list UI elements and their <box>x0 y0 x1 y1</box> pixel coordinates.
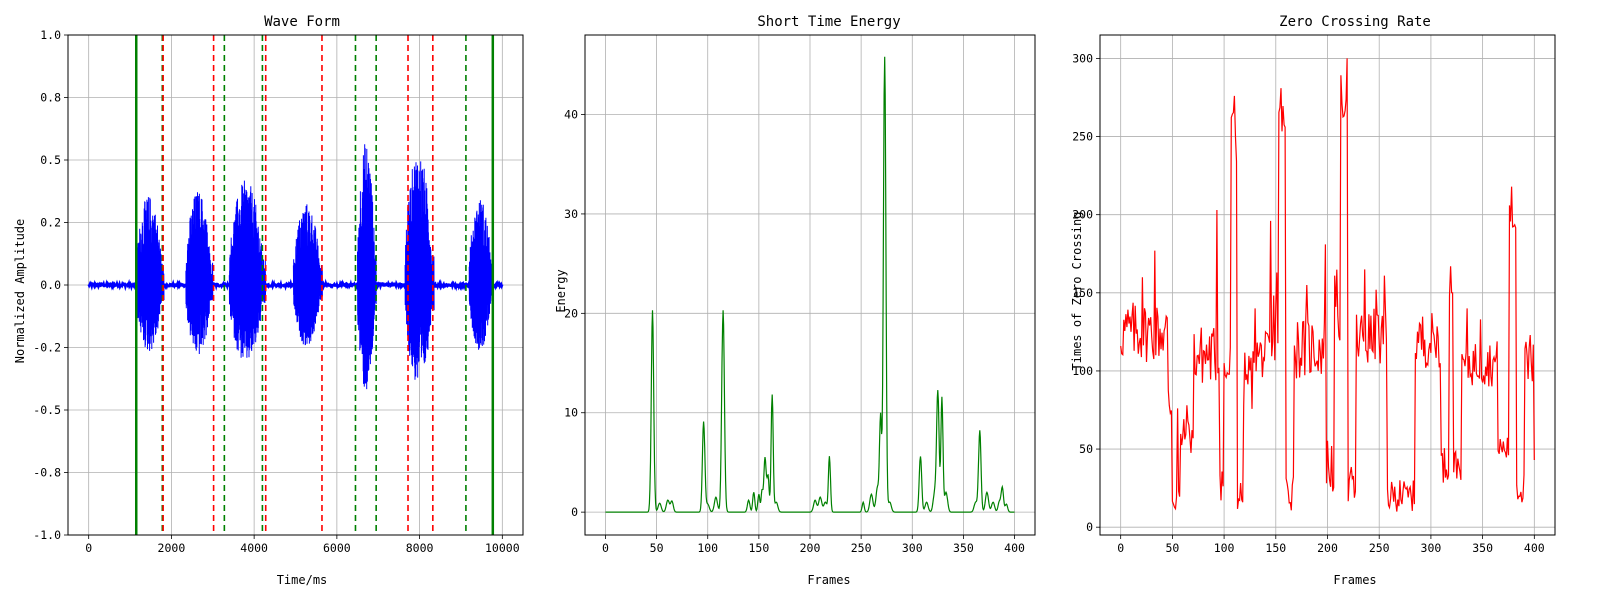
waveform-burst <box>357 144 377 390</box>
zcr-ylabel: Times of Zero Crossing <box>1070 212 1084 371</box>
x-tick-label: 250 <box>1369 541 1390 555</box>
x-tick-label: 250 <box>851 541 872 555</box>
x-tick-label: 300 <box>1421 541 1442 555</box>
y-tick-label: 30 <box>564 207 578 221</box>
x-tick-label: 0 <box>602 541 609 555</box>
energy-xlabel: Frames <box>807 573 850 587</box>
x-tick-label: 400 <box>1524 541 1545 555</box>
x-tick-label: 100 <box>697 541 718 555</box>
y-tick-label: 1.0 <box>40 28 61 42</box>
y-tick-label: 250 <box>1072 130 1093 144</box>
x-tick-label: 350 <box>1472 541 1493 555</box>
energy-series-line <box>605 56 1015 513</box>
zcr-xlabel: Frames <box>1333 573 1376 587</box>
x-tick-label: 10000 <box>485 541 520 555</box>
x-tick-label: 150 <box>748 541 769 555</box>
zcr-frame <box>1099 34 1556 536</box>
x-tick-label: 0 <box>85 541 92 555</box>
y-tick-label: 200 <box>1072 208 1093 222</box>
y-tick-label: 50 <box>1079 442 1093 456</box>
x-tick-label: 200 <box>1317 541 1338 555</box>
y-tick-label: -1.0 <box>33 528 61 542</box>
x-tick-label: 50 <box>650 541 664 555</box>
y-tick-label: 0.2 <box>40 216 61 230</box>
y-tick-label: 40 <box>564 108 578 122</box>
x-tick-label: 400 <box>1004 541 1025 555</box>
y-tick-label: -0.2 <box>33 341 61 355</box>
y-tick-label: 100 <box>1072 364 1093 378</box>
energy-title: Short Time Energy <box>757 14 900 30</box>
y-tick-label: 0 <box>571 505 578 519</box>
waveform-burst <box>468 200 494 350</box>
zcr-title: Zero Crossing Rate <box>1279 14 1431 30</box>
x-tick-label: 200 <box>800 541 821 555</box>
wave-form-panel: 0 2000 4000 6000 8000 10000 -1.0 -0.8 -0.5 -0.2 0.… <box>13 14 524 587</box>
y-tick-label: 10 <box>564 406 578 420</box>
x-tick-label: 0 <box>1117 541 1124 555</box>
x-tick-label: 300 <box>902 541 923 555</box>
waveform-burst <box>135 197 165 351</box>
x-tick-label: 350 <box>953 541 974 555</box>
y-tick-label: 300 <box>1072 51 1093 65</box>
y-tick-label: 150 <box>1072 286 1093 300</box>
short-time-energy-panel: 0 50 100 150 200 250 300 350 400 0 10 20 30 40 Short T… <box>554 14 1036 587</box>
x-tick-label: 50 <box>1165 541 1179 555</box>
waveform-burst <box>228 180 267 358</box>
x-tick-label: 6000 <box>323 541 351 555</box>
energy-grid <box>585 35 1035 535</box>
x-tick-label: 4000 <box>240 541 268 555</box>
y-tick-label: 0 <box>1086 520 1093 534</box>
x-tick-label: 100 <box>1214 541 1235 555</box>
y-tick-label: 0.5 <box>40 153 61 167</box>
y-tick-label: 0.0 <box>40 278 61 292</box>
x-tick-label: 150 <box>1265 541 1286 555</box>
zcr-series-line <box>1120 58 1535 512</box>
x-tick-label: 8000 <box>406 541 434 555</box>
y-tick-label: 0.8 <box>40 91 61 105</box>
energy-frame <box>584 34 1036 536</box>
x-tick-label: 2000 <box>158 541 186 555</box>
y-tick-label: -0.8 <box>33 466 61 480</box>
waveform-burst <box>404 161 435 380</box>
y-tick-label: 20 <box>564 306 578 320</box>
waveform-burst <box>185 192 214 355</box>
wave-form-ylabel: Normalized Amplitude <box>13 219 27 364</box>
waveform-burst <box>292 204 323 346</box>
energy-ylabel: Energy <box>554 269 568 312</box>
wave-form-frame <box>67 34 524 536</box>
y-tick-label: -0.5 <box>33 403 61 417</box>
wave-form-xlabel: Time/ms <box>277 573 328 587</box>
zero-crossing-rate-panel: 0 50 100 150 200 250 300 350 400 0 50 100 150 200 250 3… <box>1070 14 1556 587</box>
wave-form-title: Wave Form <box>264 14 340 30</box>
